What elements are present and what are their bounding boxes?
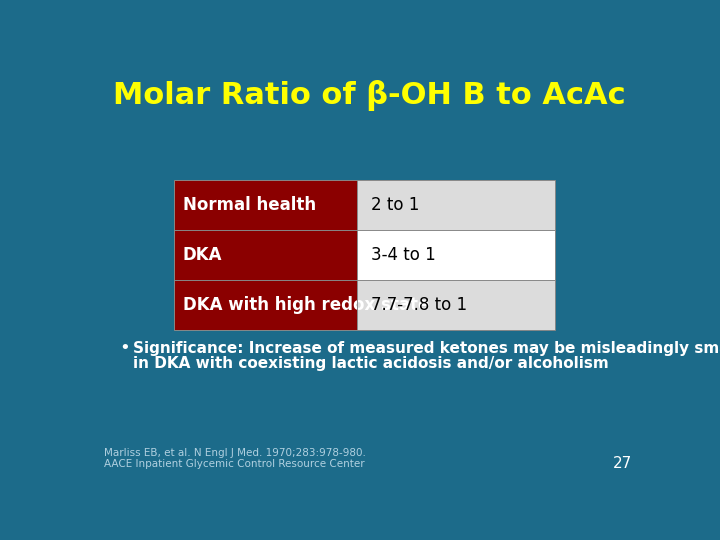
- Text: DKA: DKA: [183, 246, 222, 265]
- Bar: [174, 180, 357, 231]
- Text: Molar Ratio of β-OH B to AcAc: Molar Ratio of β-OH B to AcAc: [113, 80, 625, 111]
- Text: DKA with high redox state: DKA with high redox state: [183, 296, 429, 314]
- Bar: [174, 231, 357, 280]
- Text: Normal health: Normal health: [183, 197, 316, 214]
- Text: AACE Inpatient Glycemic Control Resource Center: AACE Inpatient Glycemic Control Resource…: [104, 458, 364, 469]
- Bar: [174, 180, 555, 330]
- Text: Significance: Increase of measured ketones may be misleadingly small: Significance: Increase of measured keton…: [133, 341, 720, 356]
- Text: 27: 27: [613, 456, 632, 471]
- Text: 2 to 1: 2 to 1: [372, 197, 420, 214]
- Text: 3-4 to 1: 3-4 to 1: [372, 246, 436, 265]
- Bar: [174, 280, 357, 330]
- Text: •: •: [120, 339, 130, 357]
- Text: Marliss EB, et al. N Engl J Med. 1970;283:978-980.: Marliss EB, et al. N Engl J Med. 1970;28…: [104, 448, 366, 458]
- Bar: [357, 280, 555, 330]
- Text: 7.7-7.8 to 1: 7.7-7.8 to 1: [372, 296, 467, 314]
- Bar: [357, 231, 555, 280]
- Bar: [357, 180, 555, 231]
- Text: in DKA with coexisting lactic acidosis and/or alcoholism: in DKA with coexisting lactic acidosis a…: [133, 356, 609, 371]
